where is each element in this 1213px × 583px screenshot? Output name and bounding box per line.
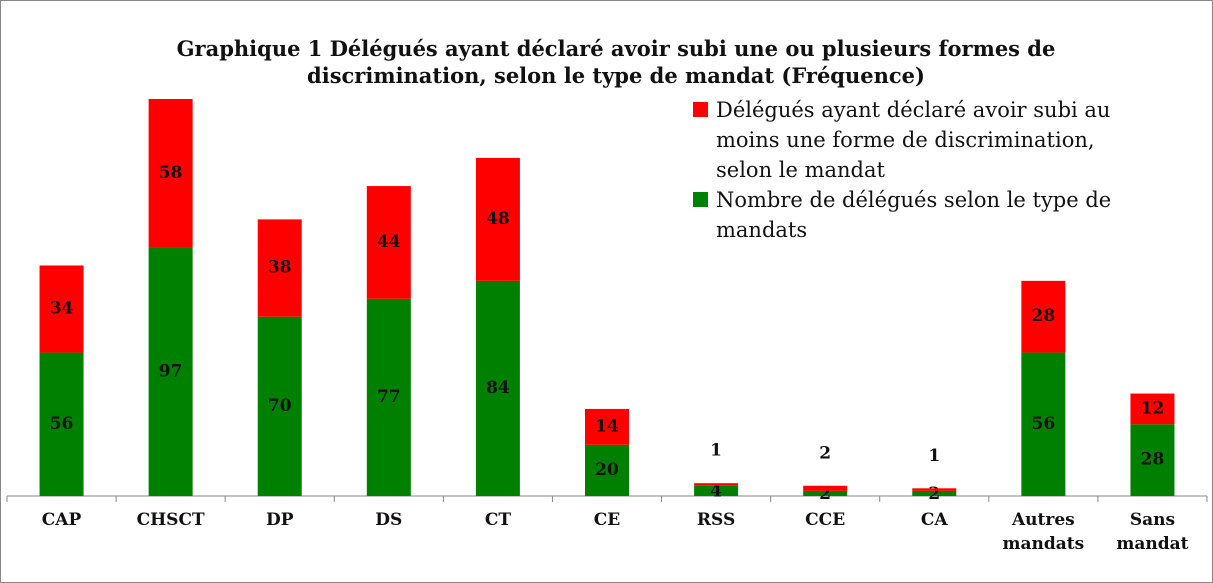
data-label: 34 bbox=[50, 299, 74, 319]
bar-segment bbox=[1021, 352, 1066, 496]
x-tick-label: CAP bbox=[41, 510, 82, 530]
x-tick-label: CCE bbox=[805, 510, 846, 530]
bar-segment bbox=[694, 483, 739, 486]
data-label: 48 bbox=[486, 209, 510, 229]
bar-segment bbox=[257, 316, 302, 496]
x-tick-label: DP bbox=[265, 510, 294, 530]
data-label: 97 bbox=[159, 361, 183, 381]
bar-segment bbox=[585, 408, 629, 445]
bar-segment bbox=[475, 157, 520, 281]
bar-segment bbox=[585, 444, 629, 496]
bar-segment bbox=[1130, 393, 1175, 425]
bar-segment bbox=[366, 298, 411, 496]
x-tick-label: DS bbox=[375, 510, 403, 530]
x-tick-label: CA bbox=[920, 510, 948, 530]
data-label: 1 bbox=[710, 441, 722, 461]
data-label: 12 bbox=[1141, 398, 1165, 418]
bar-segment bbox=[148, 99, 193, 248]
legend-label: Délégués ayant déclaré avoir subi au moi… bbox=[716, 98, 1111, 182]
x-tick-label: RSS bbox=[696, 510, 736, 530]
data-label: 56 bbox=[50, 414, 74, 434]
legend-label: Nombre de délégués selon le type de mand… bbox=[716, 188, 1112, 242]
x-tick-label: CE bbox=[593, 510, 621, 530]
bar-segment bbox=[803, 485, 848, 491]
bar-segment bbox=[912, 490, 957, 496]
data-label: 77 bbox=[377, 387, 401, 407]
bar-segment bbox=[148, 247, 193, 496]
data-label: 2 bbox=[819, 484, 831, 504]
bar-segment bbox=[257, 219, 302, 317]
bar-segment bbox=[1021, 280, 1066, 353]
data-label: 84 bbox=[486, 378, 510, 398]
bar-segment bbox=[694, 485, 739, 496]
legend-entry: Nombre de délégués selon le type de mand… bbox=[691, 185, 1131, 245]
bar-segment bbox=[475, 280, 520, 496]
x-tick-label: CT bbox=[484, 510, 511, 530]
bar-segment bbox=[803, 490, 848, 496]
data-label: 56 bbox=[1032, 414, 1056, 434]
data-label: 2 bbox=[819, 443, 831, 463]
chart-title: Graphique 1 Délégués ayant déclaré avoir… bbox=[176, 36, 1056, 88]
data-label: 28 bbox=[1032, 306, 1056, 326]
data-label: 1 bbox=[928, 446, 940, 466]
data-label: 44 bbox=[377, 232, 401, 252]
legend: Délégués ayant déclaré avoir subi au moi… bbox=[691, 95, 1131, 245]
x-tick-label: Sans mandat bbox=[1116, 510, 1189, 554]
data-label: 38 bbox=[268, 258, 292, 278]
data-label: 28 bbox=[1141, 450, 1165, 470]
data-label: 14 bbox=[595, 416, 619, 436]
bar-segment bbox=[39, 265, 84, 353]
bar-segment bbox=[39, 352, 84, 496]
data-label: 20 bbox=[595, 460, 619, 480]
legend-swatch bbox=[693, 102, 708, 117]
x-tick-label: Autres mandats bbox=[1002, 510, 1085, 554]
data-label: 70 bbox=[268, 396, 292, 416]
data-label: 58 bbox=[159, 163, 183, 183]
bar-segment bbox=[912, 488, 957, 491]
legend-entry: Délégués ayant déclaré avoir subi au moi… bbox=[691, 95, 1131, 185]
bar-segment bbox=[366, 186, 411, 299]
x-tick-label: CHSCT bbox=[136, 510, 205, 530]
data-label: 4 bbox=[710, 481, 722, 501]
data-label: 2 bbox=[928, 484, 940, 504]
bar-segment bbox=[1130, 424, 1175, 496]
legend-swatch bbox=[693, 192, 708, 207]
